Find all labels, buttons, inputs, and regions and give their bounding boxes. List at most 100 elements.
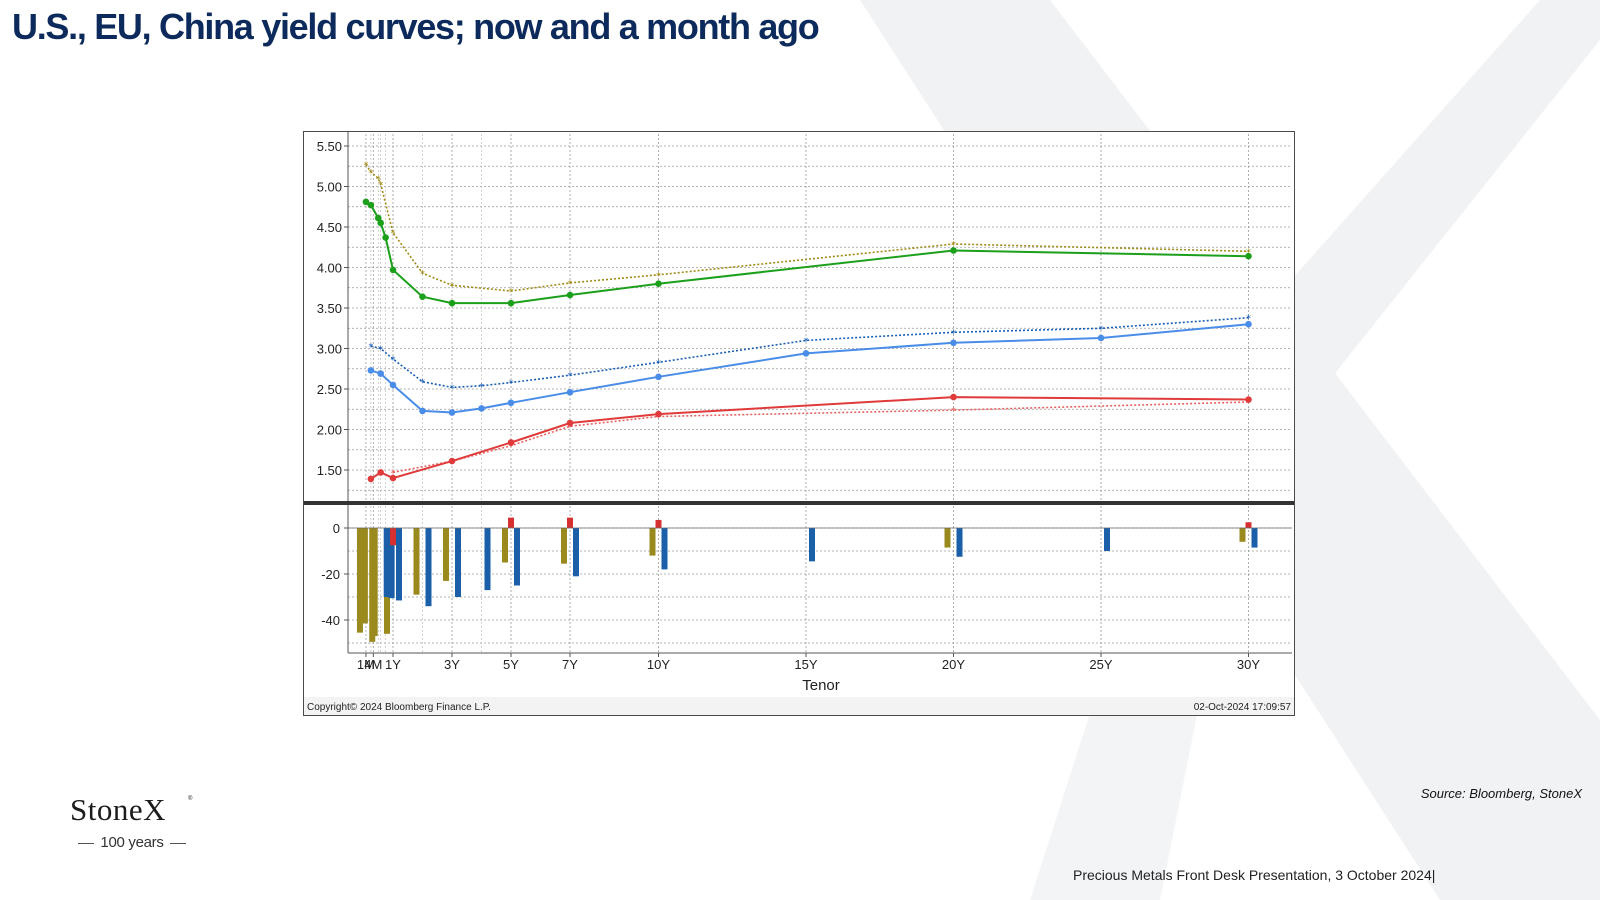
bar-bar_eu [455,528,461,597]
y-tick-label: 3.00 [317,342,342,357]
y-tick-label: 5.50 [317,139,342,154]
point-china_month_ago: * [509,442,514,453]
point-china_now [655,410,662,418]
point-china_month_ago: * [1246,398,1251,409]
point-us_now [374,214,382,222]
bar-bar_eu [388,528,395,599]
y-tick-label: 2.00 [317,423,342,438]
point-us_month_ago: * [378,180,383,191]
line-us_month_ago [365,164,1249,292]
series-lines: ******************************** [362,161,1252,483]
footer-text: Precious Metals Front Desk Presentation,… [1073,867,1436,883]
point-us_month_ago: * [656,271,661,282]
point-us_month_ago: * [368,168,373,179]
point-us_now [1245,252,1252,260]
point-us_now [448,299,456,307]
y-tick-label: 3.50 [317,301,342,316]
logo-name: StoneX [70,792,166,827]
axes: 5.50 5.00 4.50 4.00 3.50 3.00 2.50 2.00 1.50 0 -20… [304,132,1294,715]
bar-bar_eu [484,528,491,591]
y-tick-label: 2.50 [317,382,342,397]
point-eu_now [389,381,397,389]
point-us_month_ago: * [951,240,956,251]
line-eu_month_ago [370,316,1249,389]
point-eu_now [1097,334,1105,342]
point-us_now [655,280,662,287]
point-eu_month_ago: * [479,382,484,393]
point-eu_now [1245,320,1252,328]
copyright-text: Copyright© 2024 Bloomberg Finance L.P. [307,702,491,713]
source-note: Source: Bloomberg, StoneX [1420,786,1582,801]
bar-bar_us [443,528,449,581]
footer-strip [304,697,1294,715]
point-us_month_ago: * [509,287,514,298]
bar-bar_china [1245,522,1252,528]
x-tick-label: 20Y [942,657,965,672]
point-eu_now [377,370,384,377]
bar-y-tick-label: -20 [321,567,340,582]
yield-curve-chart: ******************************** 5.50 5.0… [304,132,1294,715]
x-tick-label: 15Y [794,657,817,672]
y-tick-label: 4.00 [317,261,342,276]
line-china_month_ago [392,401,1249,474]
point-us_month_ago: * [391,229,396,240]
bar-bar_us [413,528,420,595]
point-eu_month_ago: * [656,358,661,369]
bloomberg-chart: ******************************** 5.50 5.0… [303,131,1295,716]
point-us_now [367,201,375,209]
point-eu_now [950,339,957,347]
point-eu_now [507,399,515,407]
bar-bar_china [567,517,573,528]
x-tick-label: 5Y [503,657,519,672]
point-us_now [377,219,384,227]
point-eu_month_ago: * [568,371,573,382]
point-eu_month_ago: * [368,342,373,353]
point-us_month_ago: * [420,269,425,280]
point-eu_now [419,407,426,415]
point-eu_now [367,367,375,374]
y-tick-label: 1.50 [317,463,342,478]
y-tick-label: 5.00 [317,180,342,195]
bar-bar_china [655,519,662,528]
point-us_month_ago: * [568,279,573,290]
point-eu_month_ago: * [804,336,809,347]
bar-bar_eu [425,528,432,607]
logo-registered: ® [188,796,193,802]
y-tick-label: 4.50 [317,220,342,235]
bar-bar_us [356,528,363,633]
point-us_now [362,198,370,206]
bar-bar_us [502,528,508,563]
logo-subtitle: 100 years [70,834,194,851]
point-china_now [389,474,397,482]
bar-bar_china [508,517,514,528]
bar-bar_us [944,528,951,548]
bar-bar_eu [396,528,402,601]
point-eu_now [566,388,574,396]
point-eu_month_ago: * [1246,314,1251,325]
bar-bar_eu [573,528,579,577]
point-us_now [382,234,389,241]
point-eu_now [802,350,810,357]
bar-y-tick-label: -40 [321,613,340,628]
point-eu_month_ago: * [378,345,383,356]
point-eu_month_ago: * [420,378,425,389]
point-us_now [419,293,426,300]
point-eu_month_ago: * [951,328,956,339]
point-us_now [566,291,574,299]
point-eu_month_ago: * [391,355,396,366]
point-us_now [507,299,515,307]
point-china_now [566,419,574,427]
point-eu_now [448,409,456,416]
point-china_now [367,475,375,483]
bar-bar_eu [514,528,520,586]
point-eu_month_ago: * [1099,324,1104,335]
point-china_now [1245,396,1252,403]
point-eu_now [655,373,662,381]
bar-bar_china [390,528,396,546]
point-eu_now [478,405,485,412]
bar-y-tick-label: 0 [333,521,340,536]
point-eu_month_ago: * [450,383,455,394]
point-china_now [377,469,384,476]
grid [348,134,1292,653]
bar-bar_eu [1251,528,1258,548]
